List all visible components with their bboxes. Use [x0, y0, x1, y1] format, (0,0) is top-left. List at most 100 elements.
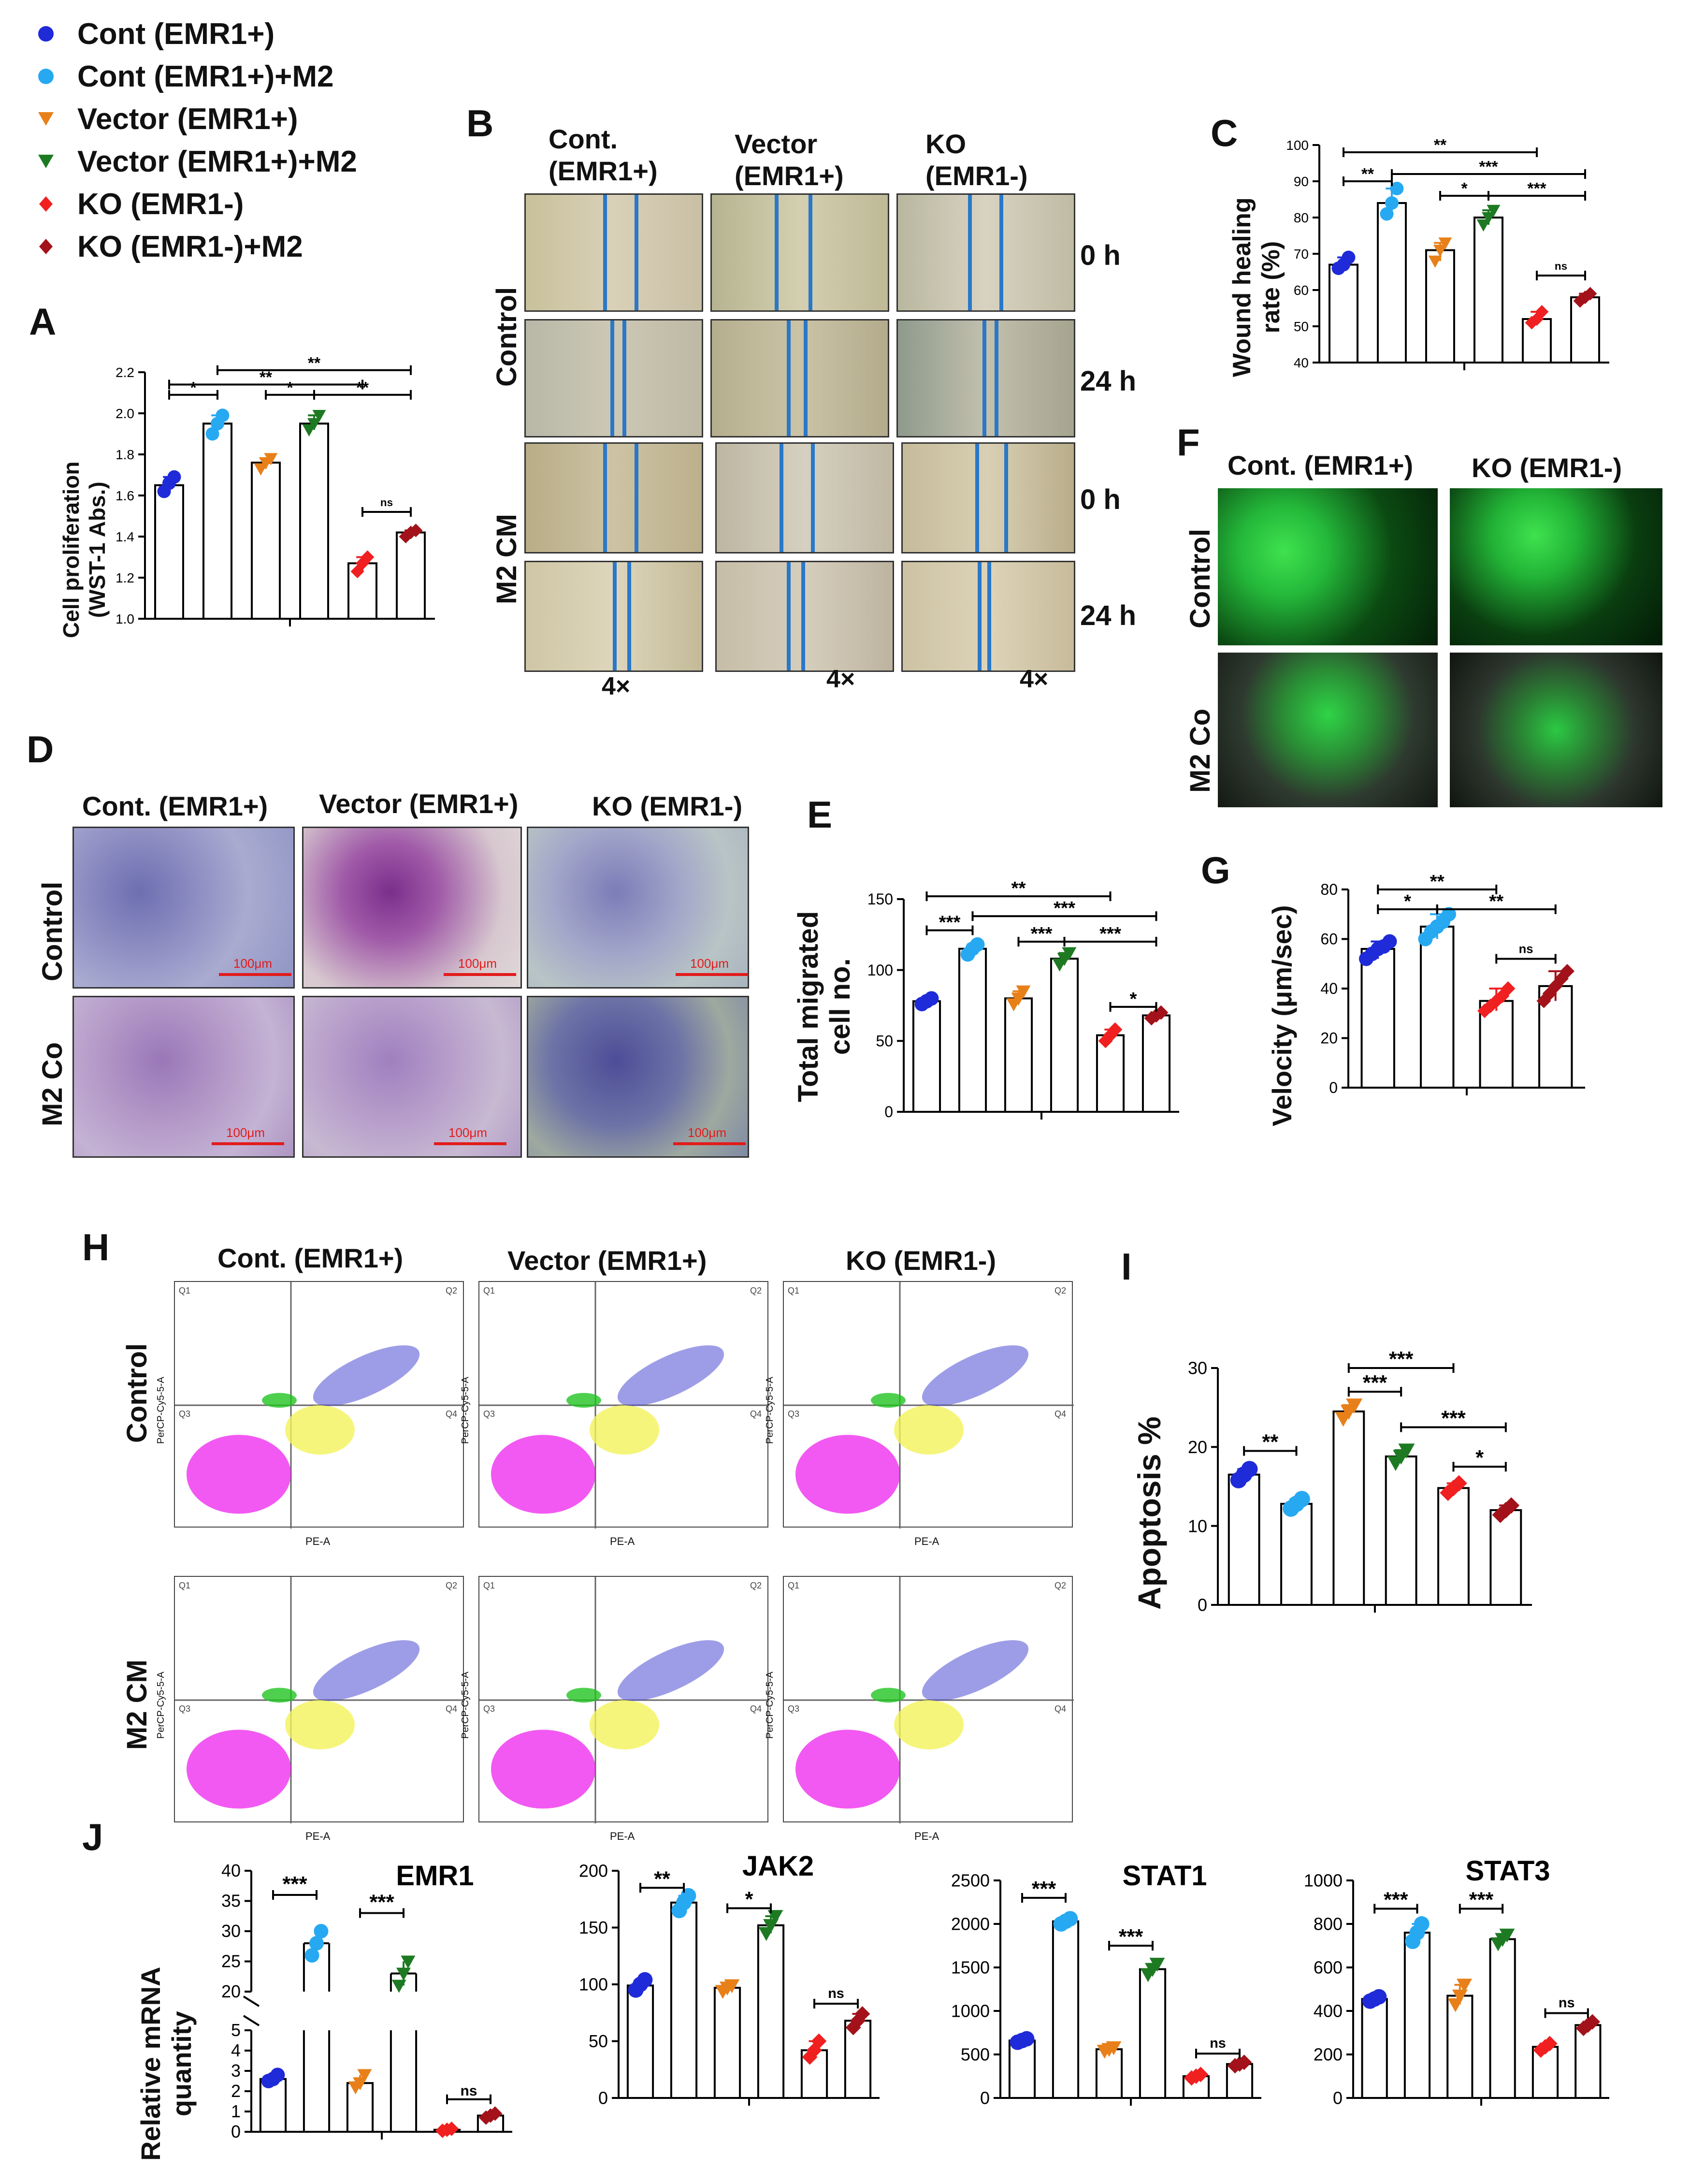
h-row-m2: M2 CM — [121, 1660, 153, 1750]
d-col-cont: Cont. (EMR1+) — [82, 791, 268, 821]
wound-image — [896, 319, 1075, 437]
significance-label: * — [1461, 180, 1468, 198]
cell-cluster-q4 — [590, 1700, 659, 1749]
h-row-control: Control — [121, 1343, 153, 1443]
d-row-control: Control — [37, 881, 68, 981]
d-col-vector: Vector (EMR1+) — [319, 788, 519, 819]
panel-letter-d: D — [27, 728, 54, 771]
y-tick-label: 100 — [579, 1975, 608, 1995]
significance-label: *** — [1479, 158, 1498, 176]
data-point — [302, 424, 316, 437]
cell-cluster-q4 — [894, 1700, 964, 1749]
significance-label: ns — [460, 2083, 477, 2099]
y-tick-label: 150 — [867, 890, 893, 908]
y-tick-label: 2.0 — [116, 406, 134, 421]
y-tick-label: 0 — [884, 1103, 893, 1121]
b-row-control: Control — [491, 287, 522, 387]
data-point — [1503, 1497, 1520, 1514]
wound-image — [715, 561, 894, 672]
cell-cluster-q3 — [187, 1730, 291, 1809]
h-col-cont: Cont. (EMR1+) — [217, 1243, 404, 1273]
significance-label: *** — [1031, 923, 1053, 944]
data-point — [1542, 986, 1557, 1001]
y-tick-label: 0 — [598, 2088, 608, 2108]
panel-letter-c: C — [1211, 112, 1238, 154]
y-tick-label: 20 — [221, 1981, 241, 2001]
significance-label: ns — [380, 496, 393, 509]
bar — [1141, 1014, 1171, 1113]
fcm-svg: Q1 Q2 Q3 Q4 — [175, 1282, 465, 1529]
y-tick-label: 60 — [1294, 283, 1309, 298]
y-tick-label: 100 — [1286, 138, 1309, 153]
data-point — [1583, 287, 1597, 301]
data-point — [724, 1979, 740, 1994]
significance-label: ** — [654, 1867, 670, 1891]
data-point — [1108, 1022, 1123, 1037]
f-row-m2: M2 Co — [1184, 709, 1216, 793]
legend-item: Vector (EMR1+)+M2 — [29, 142, 357, 181]
data-point — [1098, 1034, 1113, 1048]
data-point — [845, 2020, 861, 2036]
bar — [299, 422, 329, 620]
bar — [1008, 2039, 1036, 2099]
data-point — [1433, 245, 1447, 257]
y-tick-label: 1.2 — [116, 570, 134, 585]
data-point — [167, 470, 181, 484]
data-point — [361, 550, 375, 564]
fcm-yaxis-label: PerCP-Cy5-5-A — [460, 1377, 471, 1444]
bar — [1228, 1473, 1260, 1606]
legend-item: KO (EMR1-)+M2 — [29, 227, 303, 266]
chart-a: 1.01.21.41.61.82.02.2********ns — [116, 354, 435, 626]
cell-cluster-q1 — [262, 1393, 297, 1408]
y-tick-label: 1000 — [951, 2001, 990, 2021]
legend-label: KO (EMR1-) — [77, 187, 244, 221]
wound-image — [710, 193, 889, 312]
significance-label: * — [745, 1888, 753, 1911]
y-tick-label: 0 — [980, 2088, 990, 2108]
data-point — [970, 937, 985, 952]
data-point — [488, 2106, 503, 2121]
data-point — [1450, 1475, 1467, 1492]
transwell-image: 100μm — [72, 996, 295, 1158]
b-col-cont: Cont. (EMR1+) — [549, 124, 658, 186]
y-tick-label: 1.8 — [116, 447, 134, 462]
data-point — [1487, 204, 1501, 217]
data-point — [1476, 219, 1490, 232]
cell-cluster-q3 — [187, 1435, 291, 1514]
bar — [1570, 296, 1600, 364]
significance-label: ** — [1430, 871, 1444, 892]
significance-label: * — [287, 379, 293, 397]
y-tick-label: 0 — [1198, 1595, 1207, 1615]
legend-label: KO (EMR1-)+M2 — [77, 230, 303, 263]
b-time-24h: 24 h — [1080, 365, 1137, 397]
b-col-vector: Vector (EMR1+) — [735, 129, 844, 191]
y-tick-label: 2.2 — [116, 365, 134, 380]
bar — [1420, 925, 1455, 1089]
fcm-yaxis-label: PerCP-Cy5-5-A — [765, 1377, 775, 1444]
data-point — [307, 418, 321, 431]
data-point — [807, 2042, 822, 2058]
cell-cluster-q2 — [922, 1345, 1029, 1406]
data-point — [1477, 1004, 1492, 1019]
cell-cluster-q4 — [590, 1405, 659, 1455]
data-point — [1525, 316, 1539, 330]
data-point — [1193, 2067, 1209, 2082]
y-tick-label: 25 — [221, 1951, 241, 1971]
bar — [757, 1924, 785, 2099]
fcm-yaxis-label: PerCP-Cy5-5-A — [156, 1377, 166, 1444]
fcm-svg: Q1 Q2 Q3 Q4 — [479, 1577, 769, 1823]
d-row-m2: M2 Co — [37, 1042, 68, 1126]
y-tick-label: 150 — [579, 1918, 608, 1937]
cell-cluster-q2 — [313, 1640, 420, 1701]
y-tick-label: 2500 — [951, 1871, 990, 1891]
y-tick-label: 30 — [1188, 1358, 1207, 1378]
significance-label: *** — [1099, 923, 1121, 944]
flow-cytometry-plot: Q1 Q2 Q3 Q4 PE-A PerCP-Cy5-5-A — [765, 1576, 1074, 1842]
bar — [844, 2020, 872, 2099]
data-point — [1380, 207, 1394, 221]
data-point — [1398, 1443, 1415, 1458]
